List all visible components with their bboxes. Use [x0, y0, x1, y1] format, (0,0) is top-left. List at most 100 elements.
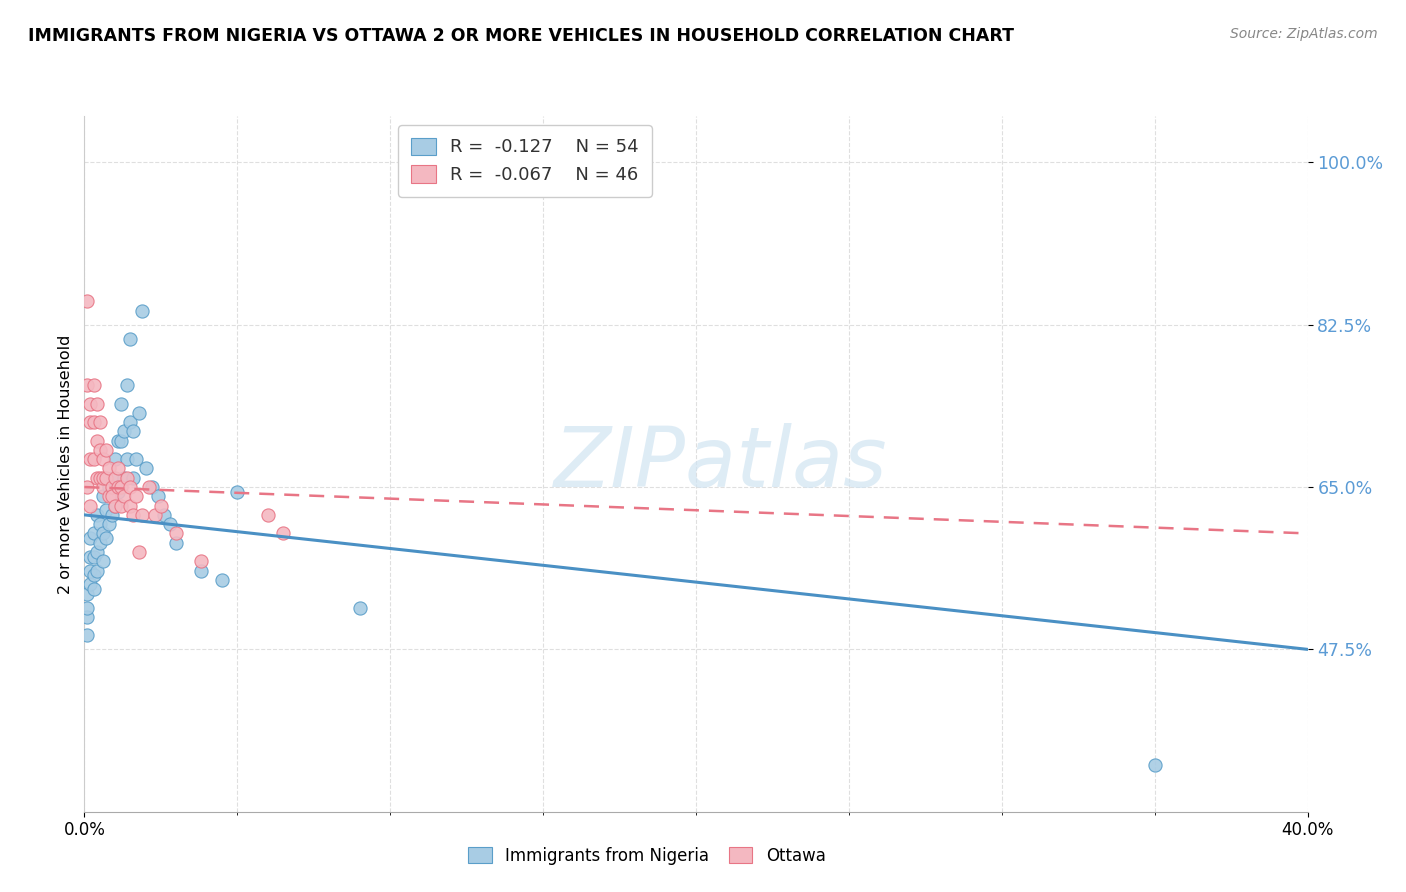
Point	[79, 564, 101, 578]
Point	[79, 549, 101, 564]
Point	[257, 508, 280, 522]
Point	[89, 442, 111, 457]
Point	[122, 425, 145, 439]
Point	[125, 489, 148, 503]
Point	[190, 564, 212, 578]
Point	[128, 406, 150, 420]
Point	[83, 549, 105, 564]
Point	[91, 554, 114, 568]
Legend: Immigrants from Nigeria, Ottawa: Immigrants from Nigeria, Ottawa	[460, 838, 834, 873]
Point	[104, 499, 127, 513]
Point	[83, 582, 105, 596]
Point	[94, 471, 117, 485]
Point	[211, 573, 233, 587]
Point	[97, 517, 120, 532]
Point	[91, 452, 114, 467]
Point	[83, 568, 105, 582]
Point	[101, 508, 124, 522]
Point	[107, 461, 129, 475]
Point	[128, 545, 150, 559]
Point	[120, 499, 142, 513]
Point	[115, 452, 138, 467]
Point	[91, 526, 114, 541]
Point	[1143, 758, 1166, 772]
Point	[112, 489, 135, 503]
Point	[101, 489, 124, 503]
Point	[76, 294, 98, 309]
Point	[94, 531, 117, 545]
Point	[107, 480, 129, 494]
Point	[120, 415, 142, 429]
Point	[120, 332, 142, 346]
Point	[86, 396, 108, 410]
Point	[153, 508, 176, 522]
Point	[190, 554, 212, 568]
Point	[112, 425, 135, 439]
Text: Source: ZipAtlas.com: Source: ZipAtlas.com	[1230, 27, 1378, 41]
Point	[86, 434, 108, 448]
Point	[122, 508, 145, 522]
Point	[94, 442, 117, 457]
Point	[76, 610, 98, 624]
Text: IMMIGRANTS FROM NIGERIA VS OTTAWA 2 OR MORE VEHICLES IN HOUSEHOLD CORRELATION CH: IMMIGRANTS FROM NIGERIA VS OTTAWA 2 OR M…	[28, 27, 1014, 45]
Point	[165, 526, 187, 541]
Point	[131, 303, 153, 318]
Point	[83, 415, 105, 429]
Point	[97, 461, 120, 475]
Point	[76, 480, 98, 494]
Point	[107, 434, 129, 448]
Point	[83, 378, 105, 392]
Point	[271, 526, 294, 541]
Point	[79, 499, 101, 513]
Point	[89, 517, 111, 532]
Point	[131, 508, 153, 522]
Point	[104, 452, 127, 467]
Point	[110, 396, 132, 410]
Point	[115, 471, 138, 485]
Point	[76, 587, 98, 601]
Point	[138, 480, 160, 494]
Point	[86, 564, 108, 578]
Point	[91, 471, 114, 485]
Point	[83, 452, 105, 467]
Point	[79, 396, 101, 410]
Point	[86, 545, 108, 559]
Point	[101, 480, 124, 494]
Point	[135, 461, 157, 475]
Point	[226, 484, 249, 499]
Point	[79, 531, 101, 545]
Point	[143, 508, 166, 522]
Point	[141, 480, 163, 494]
Point	[110, 499, 132, 513]
Point	[146, 489, 169, 503]
Point	[79, 452, 101, 467]
Text: ZIPatlas: ZIPatlas	[554, 424, 887, 504]
Point	[110, 434, 132, 448]
Point	[89, 535, 111, 549]
Point	[110, 480, 132, 494]
Point	[89, 471, 111, 485]
Point	[107, 484, 129, 499]
Point	[112, 471, 135, 485]
Point	[91, 480, 114, 494]
Point	[165, 535, 187, 549]
Point	[97, 480, 120, 494]
Point	[79, 577, 101, 591]
Point	[76, 378, 98, 392]
Point	[104, 471, 127, 485]
Point	[120, 480, 142, 494]
Point	[125, 452, 148, 467]
Point	[76, 628, 98, 642]
Point	[89, 415, 111, 429]
Point	[91, 489, 114, 503]
Point	[101, 471, 124, 485]
Point	[94, 503, 117, 517]
Point	[83, 526, 105, 541]
Point	[104, 499, 127, 513]
Point	[86, 508, 108, 522]
Y-axis label: 2 or more Vehicles in Household: 2 or more Vehicles in Household	[58, 334, 73, 593]
Point	[86, 471, 108, 485]
Point	[115, 378, 138, 392]
Point	[97, 489, 120, 503]
Point	[79, 415, 101, 429]
